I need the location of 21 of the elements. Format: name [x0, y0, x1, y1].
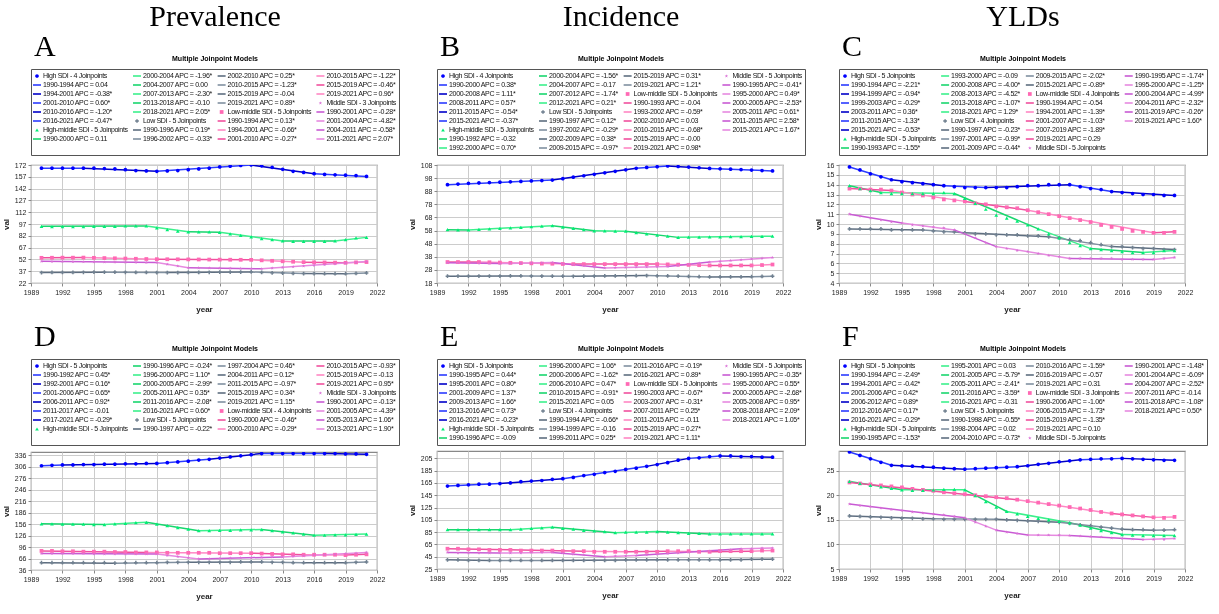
text: Prevalence [149, 0, 281, 32]
chart-title: A [34, 29, 56, 62]
x-axis-title: year [602, 590, 619, 600]
y-axis-title: val [813, 504, 823, 517]
x-axis-title: year [196, 304, 213, 314]
chart-title: B [440, 29, 461, 62]
y-axis-title: val [1, 218, 11, 231]
x-axis-title: year [1004, 590, 1021, 600]
text: YLDs [986, 0, 1060, 32]
y-axis-title: val [407, 218, 417, 231]
y-axis-title: val [407, 504, 417, 517]
text: Incidence [562, 0, 680, 32]
chart-title: C [842, 29, 863, 62]
x-axis-title: year [196, 591, 213, 601]
y-axis-title: val [813, 218, 823, 231]
chart-title: F [842, 319, 859, 352]
x-axis-title: year [602, 304, 619, 314]
y-axis-title: val [1, 505, 11, 518]
x-axis-title: year [1004, 304, 1021, 314]
chart-title: E [440, 319, 459, 352]
chart-title: D [34, 319, 56, 352]
